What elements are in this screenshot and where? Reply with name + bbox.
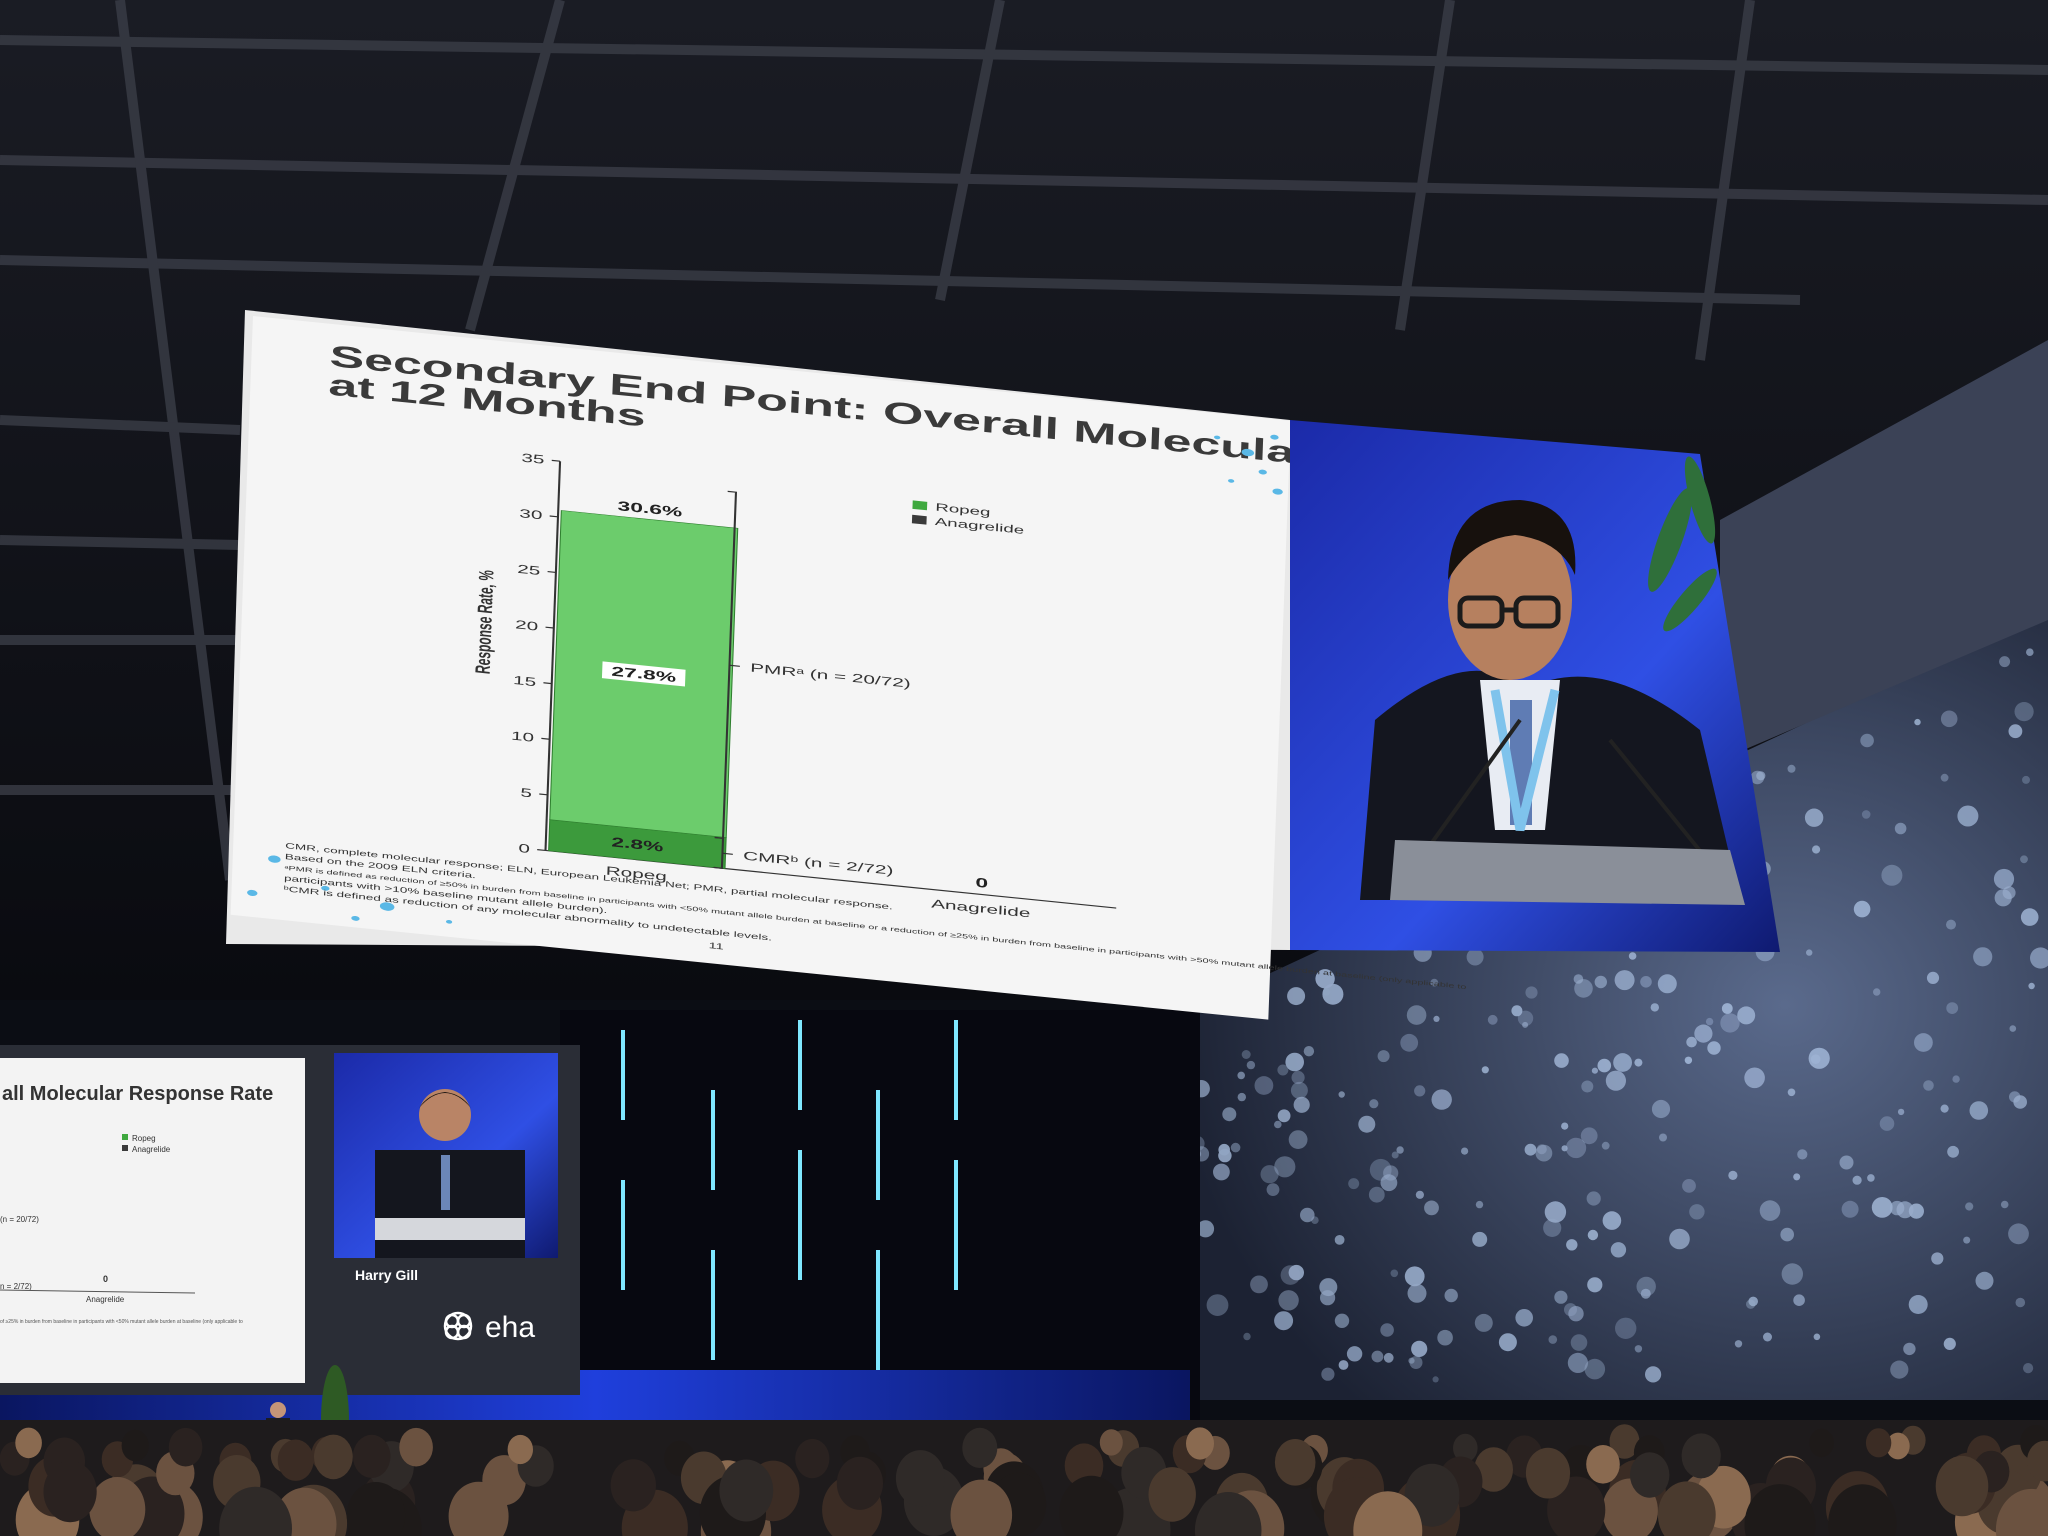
lanyard (1490, 688, 1560, 832)
legend-swatch-anagrelide (911, 514, 927, 525)
podium-top (1390, 840, 1745, 905)
ceiling-truss (0, 0, 2048, 881)
small-axis (0, 1289, 196, 1294)
small-footnote: of ≥25% in burden from baseline in parti… (0, 1319, 243, 1325)
y-tick-mark (549, 515, 558, 518)
eha-logo-icon (443, 1311, 473, 1341)
slide-page-number: 11 (708, 940, 724, 951)
y-tick-mark (547, 570, 556, 574)
y-tick-label: 35 (521, 451, 545, 467)
small-legend-swatch-ropeg (122, 1134, 128, 1140)
small-legend-swatch-anagrelide (122, 1145, 128, 1151)
y-tick-label: 5 (520, 786, 532, 801)
y-ticks: 0 5 10 15 20 25 30 35 (511, 451, 561, 856)
y-tick-mark (539, 793, 548, 796)
y-tick-label: 15 (513, 673, 537, 689)
plant-leaves (1648, 456, 1717, 632)
bar-data-label: 2.8% (611, 834, 664, 854)
y-tick-label: 20 (515, 618, 539, 634)
y-axis-line (544, 461, 562, 851)
led-light-strips (621, 1020, 958, 1370)
speaker-glasses-icon (1457, 595, 1561, 629)
small-legend-anagrelide: Anagrelide (132, 1145, 171, 1154)
small-slide-title: all Molecular Response Rate (2, 1083, 273, 1105)
small-category-anagrelide: Anagrelide (86, 1295, 125, 1304)
y-tick-mark (537, 848, 546, 852)
y-tick-label: 30 (519, 507, 543, 523)
bar-total-label: 0 (975, 875, 988, 891)
small-screen: all Molecular Response Rate Ropeg Anagre… (0, 1045, 580, 1395)
x-category-label: Ropeg (605, 864, 667, 884)
y-tick-label: 0 (518, 841, 530, 856)
legend-label-ropeg: Ropeg (935, 501, 990, 519)
y-tick-mark (541, 737, 550, 740)
speaker-video-content (1360, 456, 1745, 905)
slide-bubble-decoration (247, 434, 1283, 924)
small-speaker-head (419, 1089, 471, 1141)
y-tick-mark (545, 626, 554, 629)
small-cmr-label: n = 2/72) (0, 1282, 32, 1291)
small-speaker-tie (441, 1155, 450, 1210)
legend-swatch-ropeg (912, 500, 928, 511)
eha-logo-text: eha (485, 1311, 535, 1344)
y-tick-label: 25 (517, 562, 541, 578)
small-zero-label: 0 (103, 1274, 108, 1284)
response-rate-chart: Response Rate, % 0 5 10 15 20 25 30 35 2.8% 27.8… (471, 451, 1117, 920)
bar-label-box (601, 661, 686, 687)
small-legend-ropeg: Ropeg (132, 1134, 156, 1143)
bar-total-label: 30.6% (617, 498, 683, 519)
speaker-head (1448, 520, 1572, 680)
small-speaker-hair (419, 1092, 471, 1108)
y-axis-title: Response Rate, % (471, 569, 498, 675)
y-tick-mark (543, 682, 552, 685)
stage-speaker (270, 1402, 286, 1418)
small-pmr-label: (n = 20/72) (0, 1215, 39, 1224)
right-wall-projection (1170, 610, 2048, 1400)
cmr-bracket (713, 836, 733, 869)
small-podium (375, 1218, 525, 1240)
bars (548, 510, 739, 869)
slide-background (230, 316, 1291, 1020)
small-slide-panel (0, 1058, 305, 1383)
small-speaker-name: Harry Gill (355, 1267, 418, 1283)
right-upper-panel (1720, 340, 2048, 760)
audience-heads (0, 1424, 2048, 1536)
speaker-hair (1448, 500, 1576, 580)
y-tick-mark (551, 459, 561, 462)
bar-data-label: 27.8% (611, 663, 677, 684)
y-tick-label: 10 (511, 729, 535, 745)
